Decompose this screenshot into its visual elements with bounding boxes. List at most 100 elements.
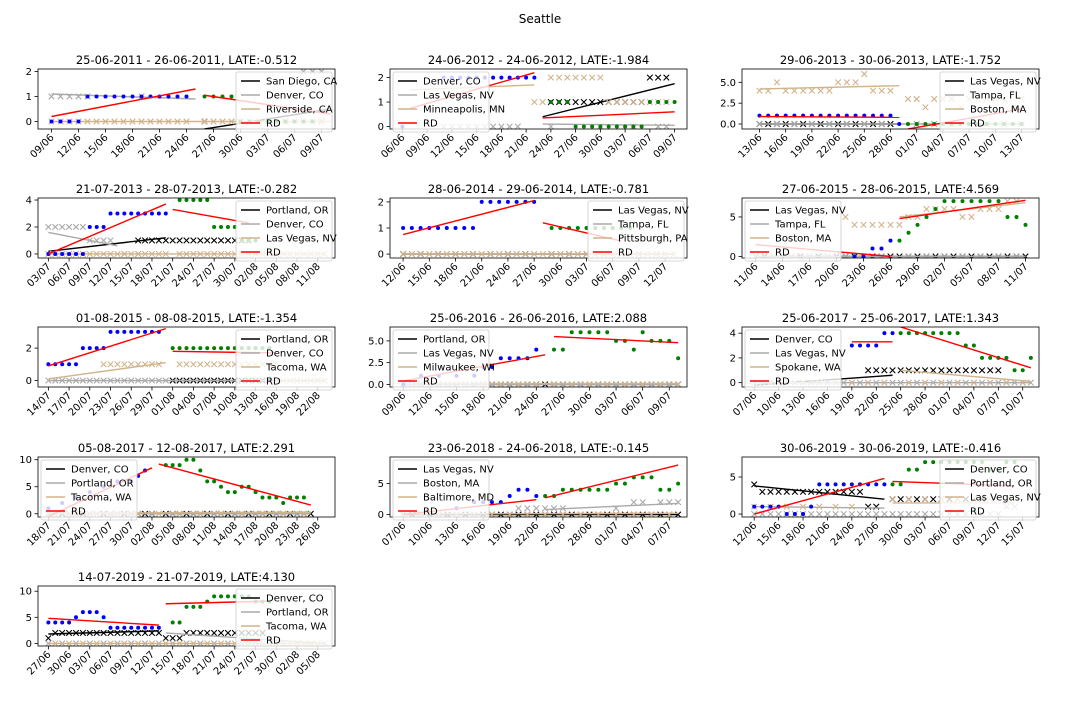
control-point [58, 223, 66, 231]
control-point [555, 74, 563, 81]
control-point [487, 250, 494, 258]
legend-entry: Denver, CO [266, 220, 324, 231]
control-point [550, 511, 558, 517]
x-tick-label: 15/06 [406, 261, 434, 289]
y-tick-label: 1 [378, 98, 384, 109]
x-tick-label: 24/06 [485, 261, 513, 289]
treated-point-before [85, 94, 90, 99]
control-point [515, 511, 522, 517]
treated-point-after [232, 490, 237, 495]
treated-point-after [1005, 214, 1010, 219]
treated-point-after [914, 122, 919, 126]
subplot-title: 24-06-2012 - 24-06-2012, LATE:-1.984 [428, 53, 649, 67]
control-point [93, 237, 100, 244]
treated-point-before [149, 211, 154, 216]
treated-point-after [184, 198, 189, 203]
treated-point-after [177, 620, 182, 625]
treated-point-after [955, 331, 960, 336]
x-tick-label: 25/06 [841, 132, 869, 160]
treated-point-after [184, 346, 189, 351]
subplot-5: 28-06-2014 - 29-06-2014, LATE:-0.7810121… [378, 182, 689, 290]
control-point [807, 488, 815, 496]
treated-point-before [418, 226, 423, 230]
control-point [496, 250, 503, 258]
y-tick-label: 2 [26, 222, 32, 233]
control-point [219, 118, 226, 125]
treated-point-before [122, 329, 127, 334]
treated-point-before [101, 224, 106, 229]
control-point [210, 250, 218, 258]
treated-point-after [640, 330, 645, 335]
treated-point-after [931, 331, 936, 336]
control-point [141, 629, 149, 637]
control-point [604, 511, 611, 517]
treated-point-before [409, 226, 414, 230]
treated-point-after [212, 594, 217, 599]
control-point [217, 361, 225, 368]
control-point [856, 488, 864, 496]
x-tick-label: 10/07 [1000, 390, 1028, 418]
treated-point-after [598, 124, 603, 129]
control-point [114, 377, 121, 384]
treated-point-before [792, 512, 797, 517]
rd-line [158, 463, 312, 506]
treated-point-after [914, 467, 919, 472]
control-point [889, 510, 896, 517]
control-point [816, 503, 823, 510]
x-tick-label: 08/07 [975, 261, 1003, 289]
x-tick-label: 16/06 [763, 132, 791, 160]
control-point [107, 640, 114, 646]
control-point [204, 640, 211, 646]
treated-point-after [590, 124, 595, 129]
treated-point-after [942, 199, 947, 204]
x-tick-label: 05/07 [948, 261, 976, 289]
control-point [65, 640, 73, 646]
control-point [197, 361, 204, 368]
control-point [913, 496, 921, 503]
rd-line [48, 203, 167, 255]
treated-point-before [136, 329, 141, 334]
control-point [426, 250, 433, 258]
control-point [564, 74, 571, 81]
control-point [134, 250, 142, 258]
treated-point-before [46, 620, 51, 625]
control-point [65, 377, 73, 384]
y-tick-label: 0.0 [720, 120, 736, 131]
treated-point-before [849, 482, 854, 487]
y-tick-label: 0 [378, 122, 384, 133]
control-point [843, 79, 851, 86]
control-point [58, 629, 66, 637]
control-point [280, 510, 287, 517]
y-tick-label: 5.0 [720, 78, 736, 89]
x-tick-label: 27/06 [540, 390, 568, 418]
treated-point-before [489, 500, 494, 505]
legend-box [587, 200, 685, 262]
treated-point-before [870, 246, 875, 251]
treated-point-after [557, 100, 562, 105]
control-point [588, 98, 596, 106]
legend: Denver, CO Portland, OR Tacoma, WA RD [235, 588, 333, 650]
y-tick-label: 0 [26, 509, 32, 520]
control-point [751, 510, 758, 517]
control-point [217, 237, 225, 244]
control-point [45, 634, 52, 642]
treated-point-before [462, 226, 467, 230]
x-tick-label: 13/07 [998, 132, 1026, 160]
treated-point-before [60, 620, 65, 625]
x-tick-label: 02/07 [921, 261, 949, 289]
control-point [52, 629, 59, 637]
subplot-title: 25-06-2017 - 25-06-2017, LATE:1.343 [782, 311, 999, 325]
legend-entry: Pittsburgh, PA [618, 234, 688, 245]
control-point [201, 118, 208, 125]
control-point [1019, 379, 1026, 386]
y-tick-label: 0 [26, 376, 32, 387]
control-point [107, 237, 114, 244]
control-point [674, 381, 682, 387]
control-point [832, 503, 839, 510]
x-tick-label: 15/07 [1000, 520, 1028, 548]
legend-entry: San Diego, CA [266, 77, 337, 88]
control-point [148, 629, 156, 637]
legend-box [939, 459, 1037, 521]
x-tick-label: 27/06 [553, 132, 581, 160]
treated-point-after [906, 467, 911, 472]
